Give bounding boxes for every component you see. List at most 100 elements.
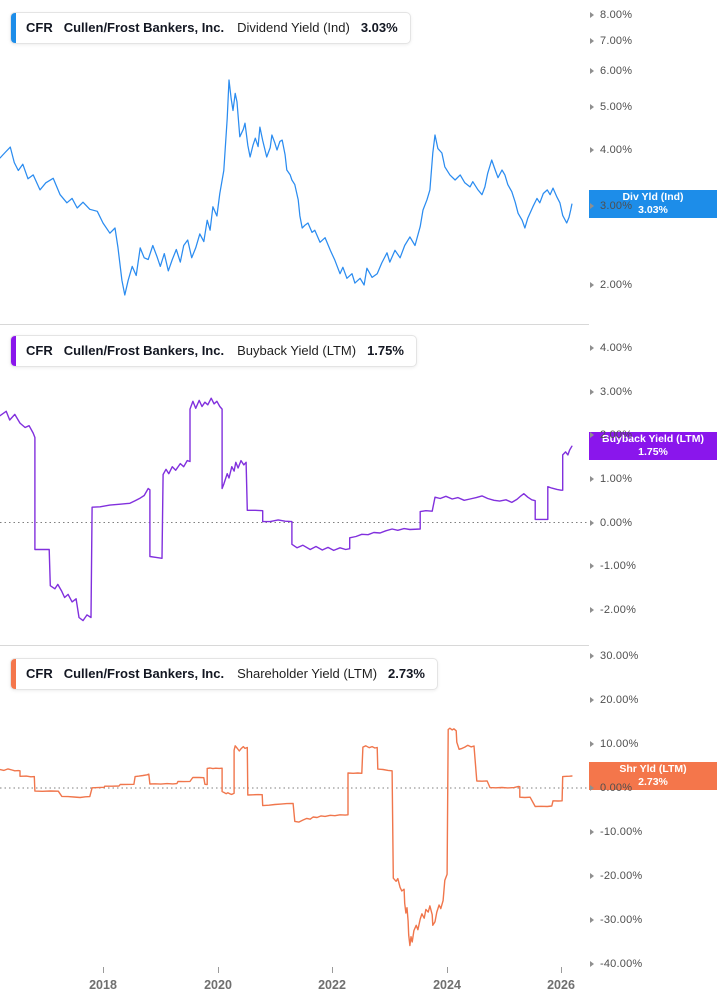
tick-arrow-icon	[590, 917, 594, 923]
chart-legend-buyback-yield[interactable]: CFR Cullen/Frost Bankers, Inc. Buyback Yie…	[10, 335, 417, 367]
pane-separator[interactable]	[0, 324, 589, 325]
price-tick-label: -10.00%	[600, 826, 643, 838]
price-tick-label: -30.00%	[600, 914, 643, 926]
year-label: 2018	[89, 978, 117, 992]
time-axis[interactable]: 2018 2020 2022 2024 2026	[0, 967, 717, 1005]
legend-accent-bar	[11, 659, 16, 689]
badge-metric: Div Yld (Ind)	[622, 191, 684, 203]
price-tick: 6.00%	[589, 64, 632, 78]
chart-legend-dividend-yield[interactable]: CFR Cullen/Frost Bankers, Inc. Dividend Yi…	[10, 12, 411, 44]
tick-arrow-icon	[590, 961, 594, 967]
legend-accent-bar	[11, 13, 16, 43]
series-line	[0, 79, 573, 296]
year-label: 2024	[433, 978, 461, 992]
price-tick: 10.00%	[589, 737, 639, 751]
price-tick-label: 5.00%	[600, 101, 633, 113]
tick-arrow-icon	[590, 147, 594, 153]
ticker-label: CFR	[26, 20, 53, 35]
tick-arrow-icon	[590, 741, 594, 747]
price-tick: 4.00%	[589, 143, 632, 157]
price-tick: -20.00%	[589, 869, 642, 883]
price-tick: -30.00%	[589, 913, 642, 927]
time-tick-mark	[103, 967, 104, 973]
price-tick: -2.00%	[589, 603, 636, 617]
ticker-label: CFR	[26, 343, 53, 358]
price-tick-label: 3.00%	[600, 386, 633, 398]
series-line-svg	[0, 727, 589, 947]
price-tick-label: -2.00%	[600, 604, 637, 616]
buyback-yield-price-badge: Buyback Yield (LTM) 1.75%	[589, 432, 717, 460]
company-label: Cullen/Frost Bankers, Inc.	[63, 20, 225, 35]
tick-arrow-icon	[590, 203, 594, 209]
div-yld-price-badge: Div Yld (Ind) 3.03%	[589, 190, 717, 218]
tick-arrow-icon	[590, 563, 594, 569]
metric-value: 3.03%	[360, 20, 398, 35]
dividend-yield-chart[interactable]	[0, 0, 589, 324]
badge-value: 3.03%	[638, 204, 668, 216]
shareholder-yield-chart[interactable]	[0, 645, 589, 973]
metric-label: Shareholder Yield (LTM)	[237, 666, 378, 681]
time-tick-mark	[561, 967, 562, 973]
pane-separator[interactable]	[0, 645, 589, 646]
series-line-svg	[0, 79, 573, 296]
price-tick: 5.00%	[589, 100, 632, 114]
price-tick-label: 7.00%	[600, 35, 633, 47]
metric-label: Buyback Yield (LTM)	[237, 343, 357, 358]
price-tick-label: 4.00%	[600, 144, 633, 156]
series-line	[0, 727, 573, 947]
tick-arrow-icon	[590, 38, 594, 44]
tick-arrow-icon	[590, 345, 594, 351]
tick-arrow-icon	[590, 607, 594, 613]
price-tick: 20.00%	[589, 693, 639, 707]
price-tick-label: -40.00%	[600, 958, 643, 970]
badge-metric: Buyback Yield (LTM)	[602, 433, 704, 445]
price-tick: 8.00%	[589, 8, 632, 22]
tick-arrow-icon	[590, 829, 594, 835]
price-tick: 3.00%	[589, 385, 632, 399]
company-label: Cullen/Frost Bankers, Inc.	[63, 666, 225, 681]
tick-arrow-icon	[590, 697, 594, 703]
tick-arrow-icon	[590, 785, 594, 791]
metric-value: 2.73%	[388, 666, 425, 681]
series-line	[0, 397, 573, 622]
tick-arrow-icon	[590, 653, 594, 659]
metric-label: Dividend Yield (Ind)	[237, 20, 350, 35]
metric-value: 1.75%	[367, 343, 404, 358]
tick-arrow-icon	[590, 476, 594, 482]
price-tick: 30.00%	[589, 649, 639, 663]
year-label: 2022	[318, 978, 346, 992]
price-tick-label: -1.00%	[600, 560, 637, 572]
company-label: Cullen/Frost Bankers, Inc.	[63, 343, 225, 358]
price-tick-label: -20.00%	[600, 870, 643, 882]
buyback-yield-chart[interactable]	[0, 324, 589, 645]
price-tick-label: 0.00%	[600, 782, 633, 794]
price-tick: 1.00%	[589, 472, 632, 486]
badge-metric: Shr Yld (LTM)	[619, 763, 687, 775]
legend-accent-bar	[11, 336, 16, 366]
price-tick: 7.00%	[589, 34, 632, 48]
tick-arrow-icon	[590, 282, 594, 288]
price-tick: 3.00%	[589, 199, 632, 213]
tick-arrow-icon	[590, 520, 594, 526]
tick-arrow-icon	[590, 389, 594, 395]
badge-value: 1.75%	[638, 446, 668, 458]
price-tick: -10.00%	[589, 825, 642, 839]
price-tick-label: 8.00%	[600, 9, 633, 21]
time-tick-mark	[218, 967, 219, 973]
year-label: 2020	[204, 978, 232, 992]
price-tick-label: 3.00%	[600, 200, 633, 212]
year-label: 2026	[547, 978, 575, 992]
tick-arrow-icon	[590, 104, 594, 110]
series-line-svg	[0, 397, 589, 622]
price-tick-label: 20.00%	[600, 694, 639, 706]
time-tick-mark	[332, 967, 333, 973]
shr-yld-price-badge: Shr Yld (LTM) 2.73%	[589, 762, 717, 790]
chart-legend-shareholder-yield[interactable]: CFR Cullen/Frost Bankers, Inc. Shareholder…	[10, 658, 438, 690]
price-tick-label: 4.00%	[600, 342, 633, 354]
ticker-label: CFR	[26, 666, 53, 681]
price-axis[interactable]: Div Yld (Ind) 3.03% Buyback Yield (LTM) …	[589, 0, 717, 973]
price-tick: 0.00%	[589, 781, 632, 795]
price-tick-label: 2.00%	[600, 429, 633, 441]
tick-arrow-icon	[590, 12, 594, 18]
